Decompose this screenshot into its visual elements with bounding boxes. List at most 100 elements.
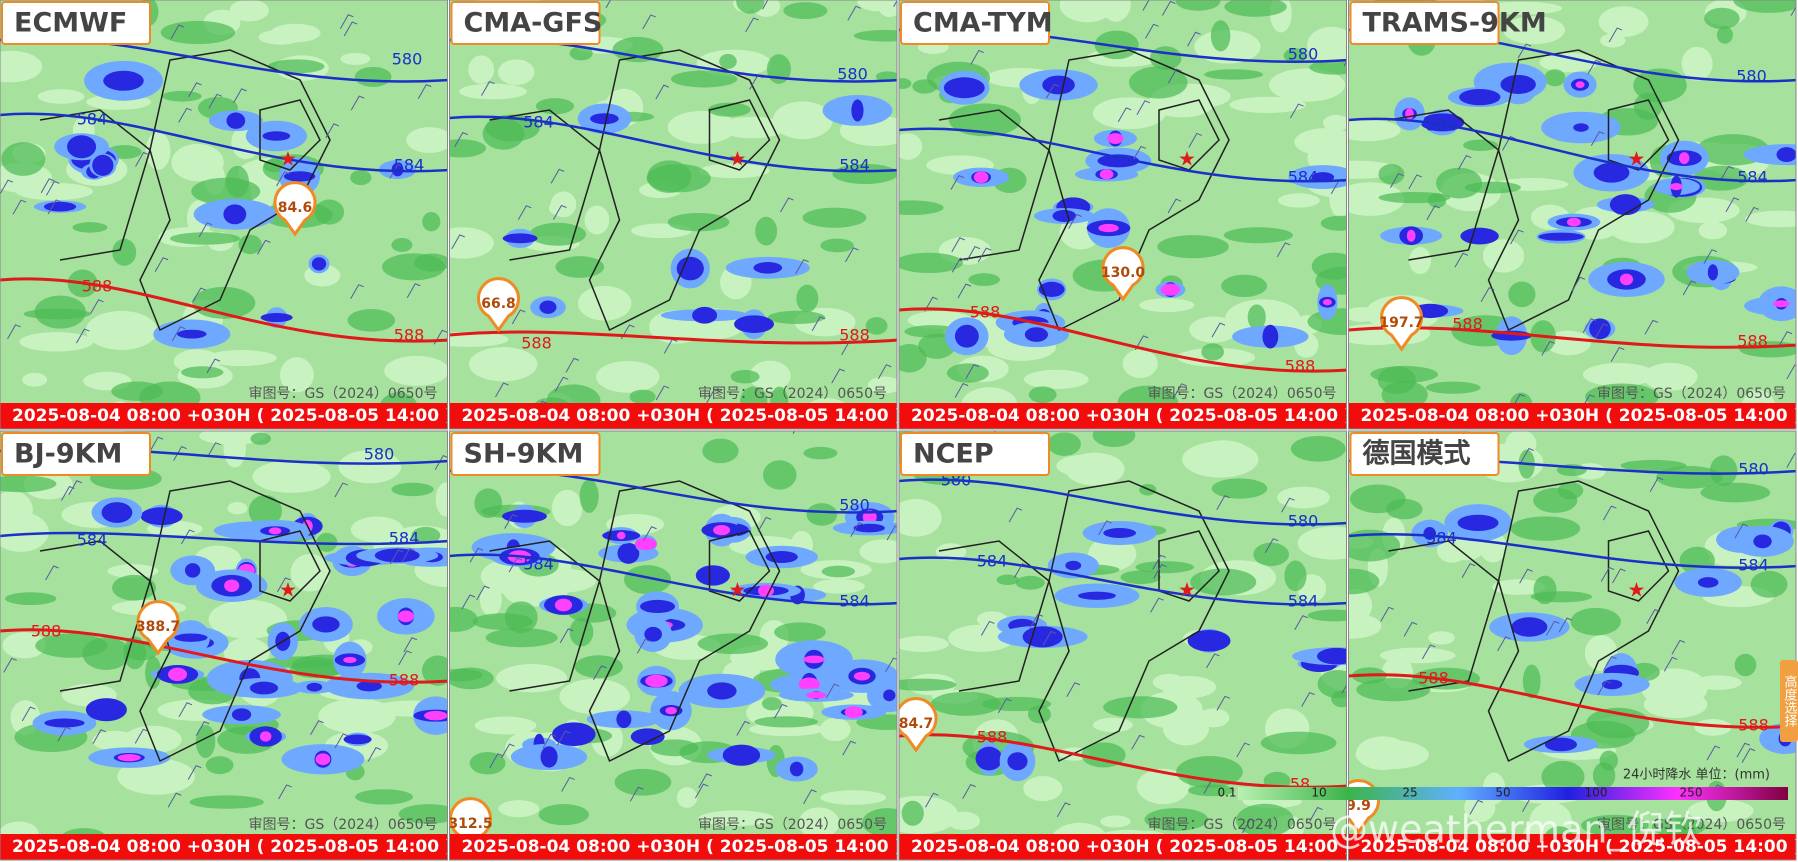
rain-moderate — [1211, 478, 1268, 499]
footer-bar — [899, 403, 1347, 429]
rain-moderate — [1204, 69, 1264, 80]
rain-moderate — [1253, 542, 1290, 567]
wind-barb — [0, 179, 14, 195]
model-panel: 580 584 584 588 588 ★ 84.6 审图号：GS（2024）0650号 ECM… — [0, 0, 453, 430]
rain-light — [1023, 369, 1089, 390]
watermark: @weatherman_倪钦 — [1330, 808, 1702, 852]
rain-moderate — [1693, 165, 1749, 191]
wind-barb — [655, 84, 669, 100]
rain-moderate — [449, 139, 487, 158]
wind-barb — [886, 525, 897, 541]
rain-storm — [85, 698, 127, 722]
wind-barb — [45, 180, 60, 196]
max-pin — [449, 797, 492, 853]
wind-barb — [1236, 742, 1250, 758]
wind-barb — [1056, 802, 1071, 818]
rain-moderate — [1750, 570, 1788, 598]
rain-moderate — [1223, 227, 1294, 244]
wind-barb — [171, 326, 186, 342]
rain-storm — [1753, 534, 1772, 549]
rain-light — [229, 0, 269, 22]
wind-barb — [454, 132, 468, 147]
wind-barb — [207, 442, 221, 457]
wind-barb — [951, 237, 965, 253]
rain-light — [384, 355, 448, 386]
rain-moderate — [162, 90, 202, 102]
rain-light — [698, 810, 774, 826]
wind-barb — [780, 197, 794, 213]
rain-light — [1608, 211, 1675, 244]
rain-moderate — [899, 200, 944, 216]
wind-barb — [1136, 100, 1151, 116]
contour-label: 584 — [839, 592, 870, 611]
rain-extreme — [554, 598, 573, 612]
rain-moderate — [865, 317, 888, 335]
rain-moderate — [1541, 760, 1585, 793]
wind-barb — [556, 730, 571, 746]
rain-storm — [644, 626, 662, 642]
rain-storm — [1460, 227, 1499, 245]
rain-extreme — [117, 754, 141, 762]
legend-tick: 0.1 — [1217, 786, 1236, 800]
contour-label: 584 — [1426, 116, 1457, 135]
province-border — [1038, 480, 1230, 763]
rain-light — [37, 89, 85, 104]
side-button[interactable] — [1780, 660, 1798, 742]
map: 580 584 584 ★ 312.5 审图号：GS（2024）0650号 — [449, 431, 897, 860]
wind-barb — [950, 175, 965, 190]
contour-584 — [449, 115, 897, 173]
rain-moderate — [72, 222, 108, 233]
rain-moderate — [248, 495, 282, 527]
rain-moderate — [1508, 281, 1536, 308]
rain-moderate — [314, 199, 345, 225]
rain-storm — [540, 746, 558, 768]
contour-label: 584 — [1738, 556, 1769, 575]
contour-584 — [0, 112, 448, 173]
rain-extreme — [806, 691, 827, 699]
panel-title: 德国模式 — [1363, 439, 1471, 470]
wind-barb — [954, 382, 969, 398]
rain-extreme — [798, 677, 820, 692]
rain-moderate — [806, 503, 838, 526]
wind-barb — [1790, 5, 1796, 16]
rain-light — [1348, 588, 1373, 623]
rain-moderate — [485, 628, 558, 648]
rain-moderate — [614, 768, 672, 796]
title-box — [1349, 1, 1500, 45]
wind-barb — [1786, 453, 1796, 468]
rain-storm — [734, 315, 774, 333]
wind-barb — [1066, 682, 1081, 697]
wind-barb — [642, 14, 656, 30]
panel-border — [449, 430, 898, 861]
panel-border — [1348, 430, 1797, 861]
rain-light — [1100, 0, 1131, 22]
rain-light — [1600, 33, 1626, 48]
wind-barb — [1706, 745, 1721, 761]
wind-barb — [795, 259, 809, 275]
wind-barb — [47, 199, 62, 215]
rain-moderate — [1290, 435, 1346, 462]
wind-barb — [434, 454, 448, 470]
wind-barb — [561, 776, 575, 792]
rain-light — [1582, 362, 1656, 387]
rain-light — [279, 357, 314, 393]
rain-extreme — [1322, 299, 1332, 306]
rain-storm — [1609, 194, 1642, 216]
wind-barb — [1646, 609, 1661, 624]
rain-extreme — [665, 706, 677, 715]
wind-barb — [508, 557, 523, 573]
wind-barb — [559, 628, 574, 644]
wind-barb — [850, 522, 865, 537]
contour-label: 580 — [1736, 67, 1767, 86]
wind-barb — [1408, 174, 1423, 190]
rain-light — [667, 110, 737, 144]
rain-moderate — [449, 667, 494, 690]
rain-moderate — [112, 574, 157, 601]
rain-light — [1437, 537, 1468, 563]
rain-moderate — [414, 253, 448, 272]
panel-title: SH-9KM — [464, 439, 584, 470]
review-code: 审图号：GS（2024）0650号 — [698, 386, 887, 402]
rain-storm — [502, 233, 538, 244]
rain-light — [1482, 239, 1525, 273]
wind-barb — [1131, 734, 1145, 750]
